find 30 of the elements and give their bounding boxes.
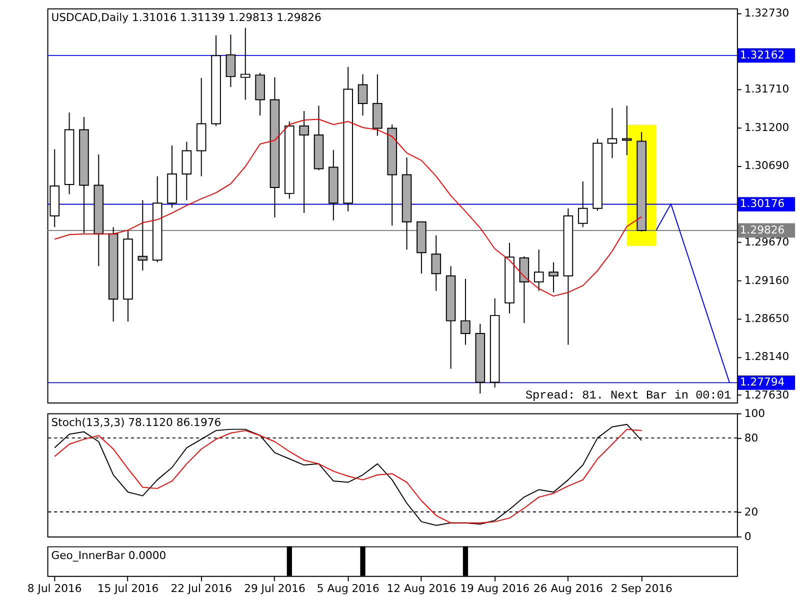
- y-tick-label: 1.32730: [744, 6, 790, 20]
- y-tick-label: 80: [744, 431, 758, 444]
- y-tick-label: 0: [744, 530, 752, 543]
- chart-title: Stoch(13,3,3) 78.1120 86.1976: [51, 416, 222, 430]
- ref-line-label: 1.32162: [740, 48, 785, 62]
- x-tick-label: 8 Jul 2016: [27, 582, 82, 596]
- x-tick-label: 2 Sep 2016: [610, 582, 673, 596]
- ref-line-label: 1.27794: [740, 376, 785, 389]
- y-tick-label: 1.28140: [744, 350, 790, 364]
- annotation: Spread: 81. Next Bar in 00:01: [525, 388, 732, 403]
- chart-title: Geo_InnerBar 0.0000: [51, 549, 166, 562]
- x-tick-label: 12 Aug 2016: [386, 582, 456, 596]
- y-tick-label: 1.27630: [744, 388, 790, 402]
- x-tick-label: 15 Jul 2016: [97, 582, 159, 596]
- x-tick-label: 29 Jul 2016: [244, 582, 306, 596]
- ref-line-label: 1.30176: [740, 197, 785, 210]
- x-tick-label: 22 Jul 2016: [170, 582, 232, 596]
- x-tick-label: 26 Aug 2016: [534, 582, 603, 596]
- y-tick-label: 1.29670: [744, 236, 790, 249]
- y-tick-label: 1.29160: [744, 274, 790, 287]
- y-tick-label: 100: [744, 406, 766, 420]
- y-tick-label: 1.28650: [744, 312, 790, 326]
- ref-line-label: 1.29826: [740, 223, 785, 236]
- x-tick-label: 5 Aug 2016: [316, 582, 380, 596]
- y-tick-label: 1.31710: [744, 82, 790, 96]
- chart-title: USDCAD,Daily 1.31016 1.31139 1.29813 1.29826: [51, 11, 322, 24]
- y-tick-label: 1.31200: [744, 120, 790, 134]
- x-tick-label: 19 Aug 2016: [460, 582, 530, 596]
- y-tick-label: 20: [744, 505, 758, 518]
- y-tick-label: 1.30690: [744, 159, 790, 172]
